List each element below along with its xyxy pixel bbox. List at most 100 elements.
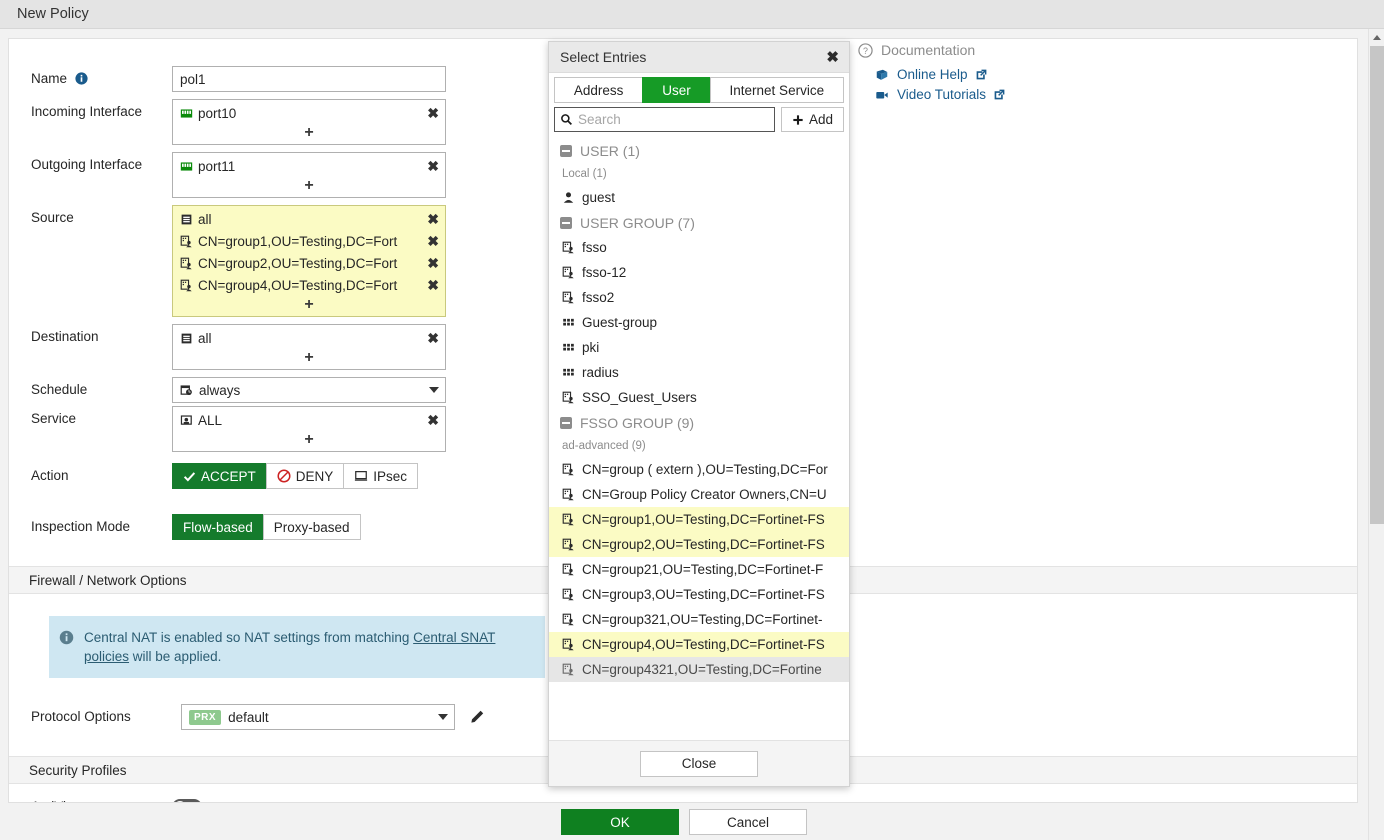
scroll-up-button[interactable]: [1369, 29, 1384, 45]
search-icon: [561, 114, 572, 125]
group-header-user-group[interactable]: USER GROUP (7): [549, 210, 849, 235]
add-incoming-interface-button[interactable]: +: [304, 124, 314, 141]
list-item[interactable]: CN=group2,OU=Testing,DC=Fortinet-FS: [549, 532, 849, 557]
service-box[interactable]: ALL ✖ +: [172, 406, 446, 452]
list-item-label: fsso: [582, 240, 607, 255]
list-item[interactable]: all ✖: [173, 327, 445, 349]
collapse-icon[interactable]: [560, 144, 572, 157]
list-item[interactable]: CN=group21,OU=Testing,DC=Fortinet-F: [549, 557, 849, 582]
chevron-down-icon[interactable]: [438, 714, 448, 720]
notice-text-after: will be applied.: [129, 649, 222, 664]
list-item[interactable]: fsso: [549, 235, 849, 260]
inspection-proxy-based-button[interactable]: Proxy-based: [262, 514, 361, 540]
list-item[interactable]: ALL ✖: [173, 409, 445, 431]
list-item[interactable]: SSO_Guest_Users: [549, 385, 849, 410]
remove-icon[interactable]: ✖: [427, 277, 439, 293]
list-item[interactable]: pki: [549, 335, 849, 360]
list-item[interactable]: CN=group4,OU=Testing,DC=Fortinet-FS: [549, 632, 849, 657]
destination-box[interactable]: all ✖ +: [172, 324, 446, 370]
search-box[interactable]: [554, 107, 775, 132]
antivirus-toggle[interactable]: [172, 799, 202, 802]
schedule-icon: [180, 384, 192, 395]
add-destination-button[interactable]: +: [304, 349, 314, 366]
add-outgoing-interface-button[interactable]: +: [304, 177, 314, 194]
list-item[interactable]: fsso-12: [549, 260, 849, 285]
source-box[interactable]: all ✖ CN=group1,OU=Testing,DC=Fort ✖: [172, 205, 446, 317]
add-button[interactable]: Add: [781, 107, 844, 132]
list-item-label: radius: [582, 365, 619, 380]
dialog-tabs: Address User Internet Service: [549, 73, 849, 103]
search-input[interactable]: [576, 111, 770, 128]
close-icon[interactable]: ✖: [826, 48, 839, 66]
label-service: Service: [31, 411, 77, 426]
collapse-icon[interactable]: [560, 216, 572, 229]
list-item-label: CN=group3,OU=Testing,DC=Fortinet-FS: [582, 587, 825, 602]
fsso-group-icon: [180, 235, 192, 247]
label-action: Action: [31, 468, 69, 483]
remove-icon[interactable]: ✖: [427, 330, 439, 346]
list-item[interactable]: CN=group2,OU=Testing,DC=Fort ✖: [173, 252, 445, 274]
action-accept-button[interactable]: ACCEPT: [172, 463, 267, 489]
group-header-user[interactable]: USER (1): [549, 138, 849, 163]
list-item[interactable]: port10 ✖: [173, 102, 445, 124]
list-item[interactable]: port11 ✖: [173, 155, 445, 177]
list-item[interactable]: CN=Group Policy Creator Owners,CN=U: [549, 482, 849, 507]
list-item[interactable]: CN=group ( extern ),OU=Testing,DC=For: [549, 457, 849, 482]
collapse-icon[interactable]: [560, 416, 572, 429]
remove-icon[interactable]: ✖: [427, 211, 439, 227]
page-scrollbar[interactable]: [1368, 29, 1384, 840]
entries-list[interactable]: USER (1) Local (1) guest USER GROUP (7) …: [549, 136, 849, 740]
name-input[interactable]: [172, 66, 446, 92]
remove-icon[interactable]: ✖: [427, 233, 439, 249]
video-tutorials-link[interactable]: Video Tutorials: [875, 87, 1158, 102]
cancel-button[interactable]: Cancel: [689, 809, 807, 835]
chevron-down-icon[interactable]: [429, 387, 439, 393]
dialog-header: Select Entries ✖: [549, 42, 849, 73]
incoming-interface-box[interactable]: port10 ✖ +: [172, 99, 446, 145]
add-source-button[interactable]: +: [304, 296, 314, 313]
group-header-fsso-group[interactable]: FSSO GROUP (9): [549, 410, 849, 435]
list-item[interactable]: guest: [549, 185, 849, 210]
info-icon[interactable]: [75, 72, 88, 85]
ok-button[interactable]: OK: [561, 809, 679, 835]
field-row-action: Action ACCEPT DENY: [9, 463, 1357, 489]
list-item[interactable]: fsso2: [549, 285, 849, 310]
list-item[interactable]: radius: [549, 360, 849, 385]
list-item[interactable]: CN=group1,OU=Testing,DC=Fort ✖: [173, 230, 445, 252]
protocol-options-select[interactable]: PRX default: [181, 704, 455, 730]
remove-icon[interactable]: ✖: [427, 105, 439, 121]
central-snat-policies-link[interactable]: Central SNAT policies: [84, 630, 496, 664]
action-deny-button[interactable]: DENY: [265, 463, 345, 489]
tab-internet-service[interactable]: Internet Service: [709, 77, 844, 103]
fsso-group-icon: [562, 663, 574, 676]
remove-icon[interactable]: ✖: [427, 412, 439, 428]
label-name: Name: [31, 66, 172, 88]
online-help-link[interactable]: Online Help: [875, 67, 1158, 82]
remove-icon[interactable]: ✖: [427, 255, 439, 271]
list-item[interactable]: CN=group4321,OU=Testing,DC=Fortine: [549, 657, 849, 682]
scrollbar-thumb[interactable]: [1370, 46, 1384, 524]
list-item[interactable]: CN=group4,OU=Testing,DC=Fort ✖: [173, 274, 445, 296]
list-item-label: all: [198, 211, 212, 227]
inspection-flow-based-button[interactable]: Flow-based: [172, 514, 264, 540]
field-row-antivirus: AntiVirus: [9, 798, 1357, 802]
pencil-icon[interactable]: [469, 709, 485, 725]
schedule-select[interactable]: always: [172, 377, 446, 403]
service-icon: [180, 414, 192, 425]
add-service-button[interactable]: +: [304, 431, 314, 448]
close-button[interactable]: Close: [640, 750, 758, 777]
label-protocol-options: Protocol Options: [31, 709, 131, 724]
list-item[interactable]: CN=group321,OU=Testing,DC=Fortinet-: [549, 607, 849, 632]
tab-address[interactable]: Address: [554, 77, 644, 103]
action-ipsec-button[interactable]: IPsec: [343, 463, 419, 489]
tab-user[interactable]: User: [642, 77, 711, 103]
list-item[interactable]: CN=group3,OU=Testing,DC=Fortinet-FS: [549, 582, 849, 607]
list-item[interactable]: Guest-group: [549, 310, 849, 335]
outgoing-interface-box[interactable]: port11 ✖ +: [172, 152, 446, 198]
remove-icon[interactable]: ✖: [427, 158, 439, 174]
fsso-group-icon: [562, 266, 574, 279]
list-item[interactable]: CN=group1,OU=Testing,DC=Fortinet-FS: [549, 507, 849, 532]
field-row-schedule: Schedule always: [9, 377, 1357, 403]
section-title: Security Profiles: [29, 762, 127, 778]
list-item[interactable]: all ✖: [173, 208, 445, 230]
